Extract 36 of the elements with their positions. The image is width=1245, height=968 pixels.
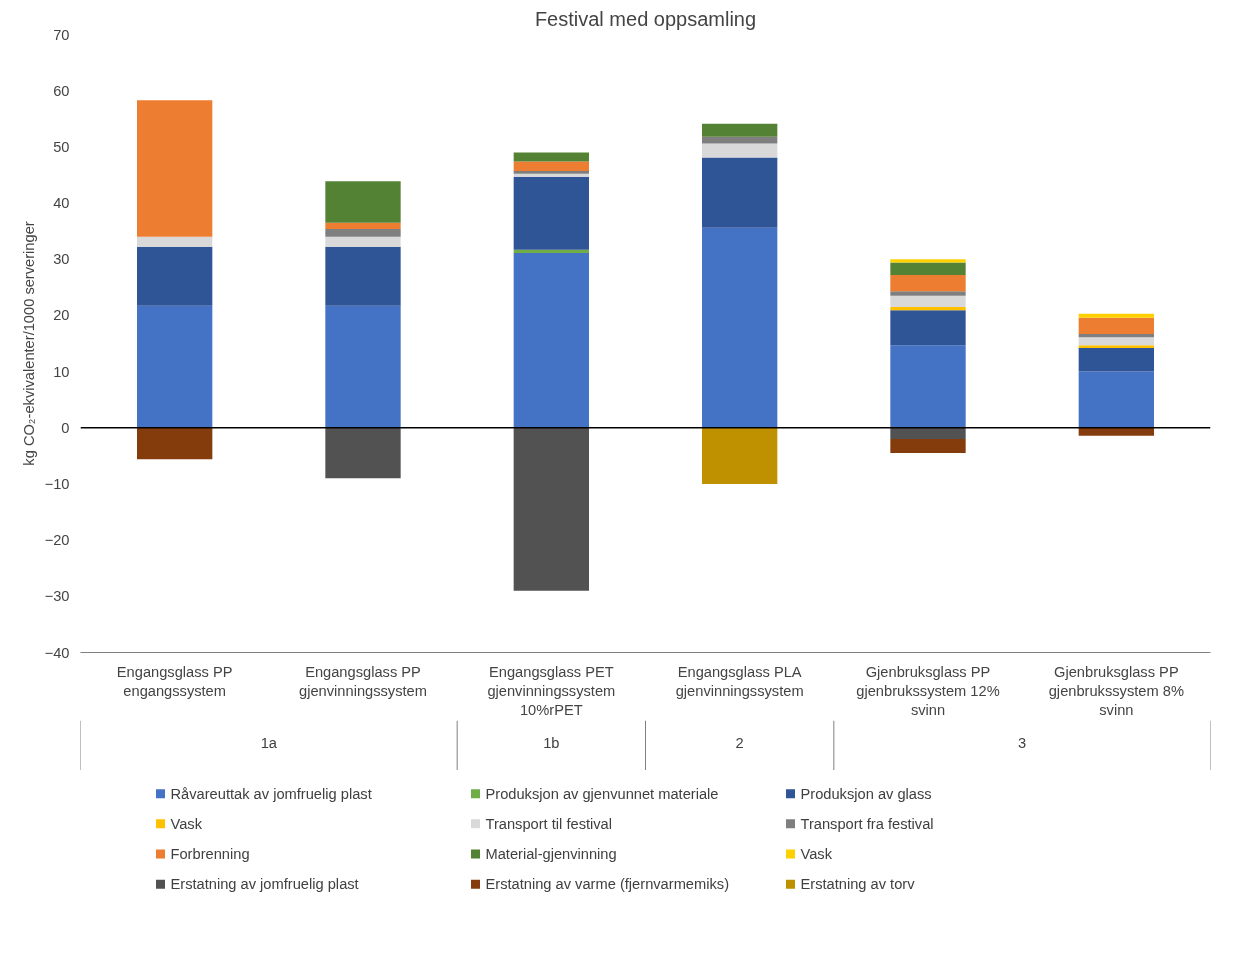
y-tick-label: 50: [53, 138, 70, 155]
legend-label: Material-gjenvinning: [485, 846, 617, 863]
legend-label: Forbrenning: [170, 846, 250, 863]
x-tick-label: Gjenbruksglass PP gjenbrukssystem 12% svinn: [856, 663, 1000, 718]
y-tick-label: 0: [61, 419, 70, 436]
legend-label: Vask: [170, 815, 203, 832]
y-tick-label: −10: [44, 475, 70, 492]
text: 2: [735, 735, 744, 751]
legend-label: Råvareuttak av jomfruelig plast: [170, 785, 372, 802]
legend-label: Transport fra festival: [800, 815, 934, 832]
x-tick-label: Engangsglass PLA gjenvinningssystem: [675, 663, 804, 699]
y-tick-label: 30: [53, 251, 70, 268]
x-tick-label: Engangsglass PET gjenvinningssystem 10%rPET: [487, 663, 616, 718]
chart-title: Festival med oppsamling: [534, 7, 757, 30]
legend-label: Produksjon av gjenvunnet materiale: [485, 785, 719, 802]
legend-label: Erstatning av varme (fjernvarmemiks): [485, 876, 730, 893]
legend-label: Produksjon av glass: [800, 785, 932, 802]
text: 1a: [260, 735, 278, 751]
y-tick-label: −40: [44, 644, 70, 661]
y-tick-label: 70: [53, 26, 70, 43]
legend-label: Transport til festival: [485, 815, 613, 832]
y-axis-title: kg CO₂-ekvivalenter/1000 serveringer: [20, 221, 37, 466]
y-tick-label: 60: [53, 82, 70, 99]
y-tick-label: 40: [53, 195, 70, 212]
text: 1b: [543, 735, 560, 751]
x-tick-label: Gjenbruksglass PP gjenbrukssystem 8% svinn: [1048, 663, 1184, 718]
y-tick-label: −20: [44, 532, 70, 549]
legend-label: Vask: [800, 846, 833, 863]
y-tick-label: 10: [53, 363, 70, 380]
legend-label: Erstatning av jomfruelig plast: [170, 876, 359, 893]
x-tick-label: Engangsglass PP engangssystem: [116, 663, 233, 699]
legend-label: Erstatning av torv: [800, 876, 916, 893]
y-tick-label: −30: [44, 588, 70, 605]
text: 3: [1018, 735, 1027, 751]
x-tick-label: Engangsglass PP gjenvinningssystem: [299, 663, 427, 699]
y-tick-label: 20: [53, 307, 70, 324]
